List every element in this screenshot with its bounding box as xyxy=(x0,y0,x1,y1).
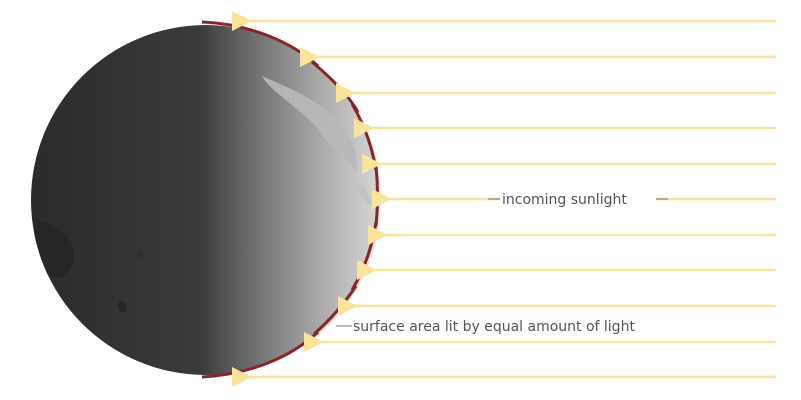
earth-sphere xyxy=(31,25,381,375)
island-landmass xyxy=(137,250,145,258)
incoming-label-backing xyxy=(500,188,656,210)
island-landmass xyxy=(84,180,94,193)
central-america-landmass xyxy=(350,170,374,208)
lit-surface-arc xyxy=(313,285,358,336)
north-america-landmass xyxy=(262,76,357,172)
australia-landmass xyxy=(33,220,74,278)
surface-area-label: surface area lit by equal amount of ligh… xyxy=(336,314,722,336)
surface-area-text: surface area lit by equal amount of ligh… xyxy=(353,319,635,335)
surface-label-backing xyxy=(352,314,722,336)
earth-landmasses xyxy=(33,76,374,313)
lit-surface-arc xyxy=(374,165,379,227)
incoming-sunlight-label: incoming sunlight xyxy=(488,188,668,210)
incoming-sunlight-text: incoming sunlight xyxy=(502,192,627,208)
island-landmass xyxy=(118,300,127,313)
